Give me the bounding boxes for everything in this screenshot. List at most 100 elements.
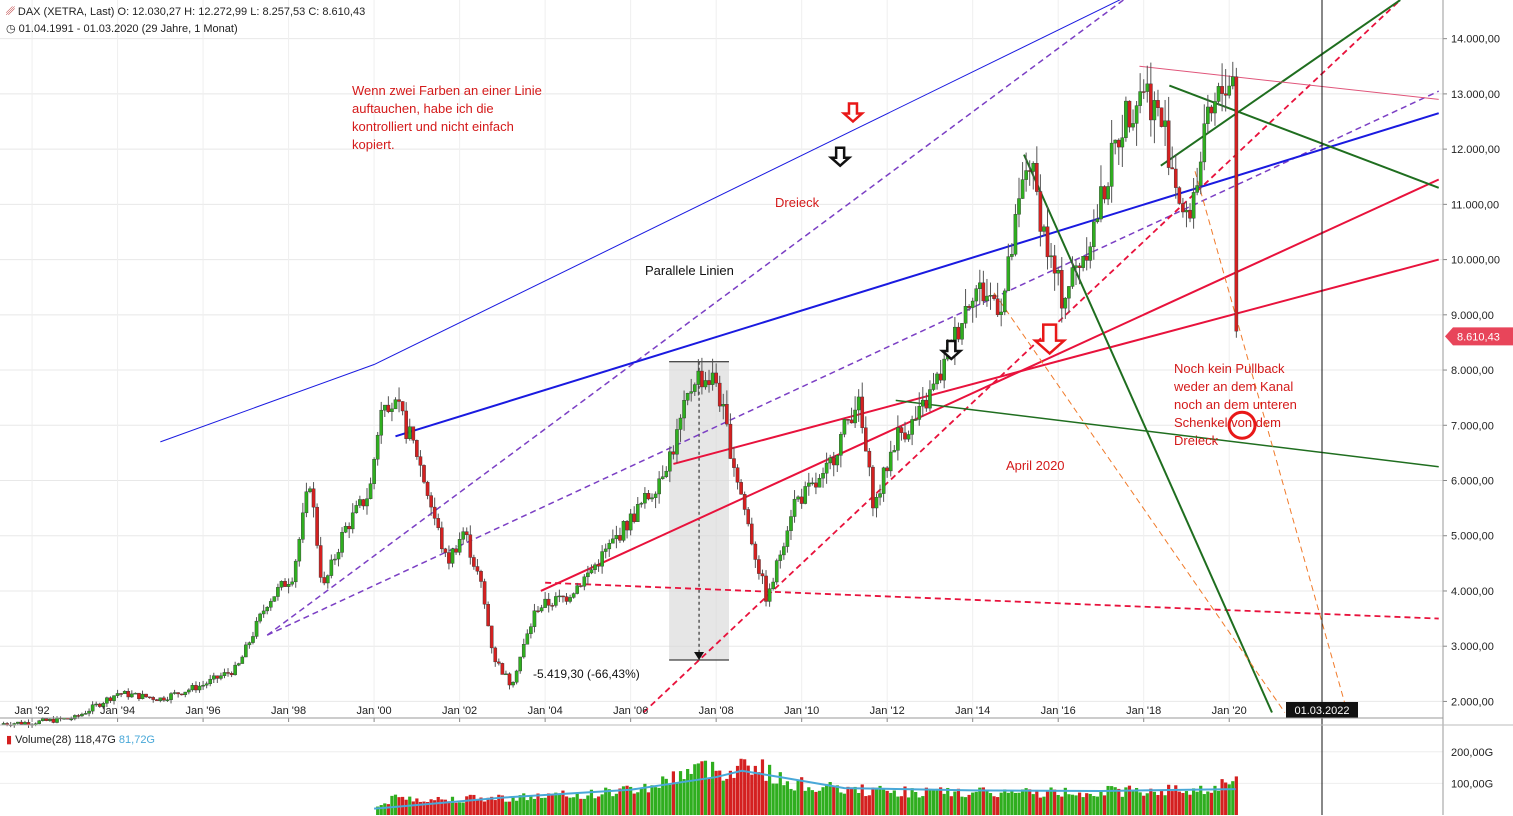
volume-bar xyxy=(586,795,590,815)
candle-body xyxy=(1184,209,1189,213)
volume-bar xyxy=(1213,785,1217,815)
volume-bar xyxy=(1113,787,1117,815)
candle-body xyxy=(782,546,786,556)
candle-body xyxy=(646,493,651,500)
volume-bar xyxy=(490,796,494,815)
candle-body xyxy=(910,419,914,435)
volume-bar xyxy=(1227,784,1231,815)
y-tick-label: 3.000,00 xyxy=(1451,641,1494,653)
volume-bar xyxy=(939,787,943,815)
volume-bar xyxy=(386,804,390,815)
price-tag xyxy=(1445,327,1513,346)
volume-bar xyxy=(921,796,925,815)
volume-bar xyxy=(718,770,722,815)
candle-body xyxy=(372,459,376,484)
candle-body xyxy=(500,663,505,675)
candle-body xyxy=(418,456,423,466)
volume-bar xyxy=(1202,794,1206,815)
candle-body xyxy=(137,692,141,700)
candle-body xyxy=(315,506,319,546)
volume-bar xyxy=(1177,791,1181,815)
volume-bar xyxy=(1124,787,1128,815)
candle-body xyxy=(1209,106,1214,114)
cursor-date-label: 01.03.2022 xyxy=(1294,705,1349,717)
volume-bar xyxy=(1020,789,1025,815)
candle-body xyxy=(903,432,907,440)
volume-bar xyxy=(418,801,423,815)
candle-body xyxy=(1120,137,1125,148)
volume-bar xyxy=(1031,794,1035,815)
volume-bar xyxy=(646,792,651,815)
volume-bar xyxy=(653,787,658,815)
candle-body xyxy=(1127,100,1132,128)
candle-body xyxy=(717,382,722,407)
candle-body xyxy=(461,531,465,540)
volume-bar xyxy=(643,783,647,815)
volume-bar xyxy=(914,792,918,815)
volume-bar xyxy=(568,797,572,815)
volume-value: 118,47G xyxy=(74,734,116,746)
volume-bar xyxy=(956,788,961,815)
volume-bar xyxy=(899,796,904,815)
candle-body xyxy=(105,697,109,704)
candle-body xyxy=(283,581,287,587)
volume-bar xyxy=(825,784,829,815)
candle-body xyxy=(668,451,672,472)
candle-body xyxy=(978,282,982,289)
volume-bar xyxy=(814,791,818,815)
candle-body xyxy=(87,710,91,714)
volume-bar xyxy=(849,787,854,815)
volume-bar xyxy=(504,801,508,815)
clock-icon: ◷ xyxy=(6,23,16,35)
volume-bar xyxy=(1024,788,1028,815)
candle-body xyxy=(432,506,437,519)
candle-body xyxy=(1131,123,1135,128)
candle-body xyxy=(40,718,45,721)
volume-bar xyxy=(675,783,679,815)
candle-body xyxy=(600,551,604,567)
volume-bar xyxy=(1053,789,1057,815)
candle-body xyxy=(806,482,811,487)
candle-body xyxy=(550,605,555,607)
volume-bar xyxy=(525,800,529,815)
candle-body xyxy=(190,685,195,691)
volume-bar xyxy=(507,801,512,815)
volume-bar xyxy=(796,780,800,815)
highlight-circle xyxy=(1227,410,1257,440)
candle-body xyxy=(924,399,929,409)
candle-body xyxy=(849,419,854,424)
volume-bar xyxy=(960,796,964,815)
volume-bar xyxy=(454,802,458,815)
x-tick-label: Jan '16 xyxy=(1041,705,1076,717)
volume-legend: ▮ Volume(28) 118,47G 81,72G xyxy=(6,733,155,746)
candle-body xyxy=(981,282,986,302)
volume-bar xyxy=(1174,785,1178,815)
candle-body xyxy=(710,372,715,385)
down-arrow-icon xyxy=(939,339,964,361)
candle-body xyxy=(778,554,783,561)
volume-bar xyxy=(536,793,540,815)
trend-line xyxy=(266,90,1440,636)
y-tick-label: 14.000,00 xyxy=(1451,34,1500,46)
volume-bar xyxy=(1231,781,1235,815)
candle-body xyxy=(308,488,312,492)
price-series xyxy=(1,61,1239,728)
volume-bar xyxy=(500,795,504,815)
candle-body xyxy=(682,400,686,419)
volume-bar xyxy=(529,795,533,815)
volume-bar xyxy=(892,790,896,815)
volume-bar xyxy=(383,803,387,815)
volume-bar xyxy=(379,805,383,815)
volume-bar xyxy=(661,776,665,815)
volume-bar xyxy=(1102,795,1107,815)
candle-body xyxy=(475,566,480,572)
volume-bar xyxy=(1070,794,1075,815)
note-top-line: kontrolliert und nicht einfach xyxy=(352,119,514,134)
candle-body xyxy=(261,610,266,615)
candle-body xyxy=(336,552,341,560)
candle-body xyxy=(400,401,405,412)
candle-body xyxy=(685,393,690,401)
candle-body xyxy=(158,697,163,701)
volume-bar xyxy=(607,789,611,815)
volume-bar xyxy=(611,796,615,815)
